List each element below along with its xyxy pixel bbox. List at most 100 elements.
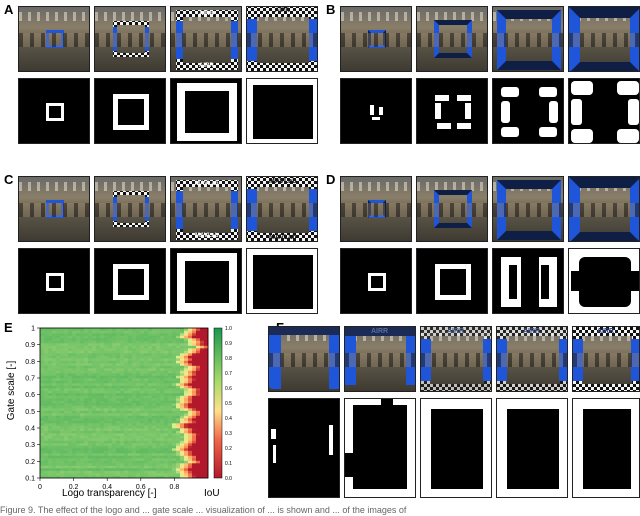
- heatmap-cell: [108, 330, 113, 334]
- heatmap-cell: [172, 445, 177, 449]
- heatmap-cell: [84, 470, 89, 474]
- heatmap-cell: [204, 340, 209, 344]
- heatmap-cell: [144, 445, 149, 449]
- heatmap-cell: [176, 383, 181, 386]
- heatmap-cell: [48, 420, 53, 424]
- heatmap-cell: [96, 358, 101, 361]
- heatmap-cell: [56, 345, 61, 349]
- heatmap-cell: [68, 413, 73, 416]
- heatmap-cell: [196, 438, 201, 441]
- heatmap-cell: [92, 468, 97, 471]
- heatmap-cell: [132, 413, 137, 416]
- heatmap-cell: [116, 470, 121, 474]
- heatmap-cell: [120, 435, 125, 439]
- heatmap-cell: [96, 378, 101, 381]
- heatmap-cell: [132, 343, 137, 346]
- heatmap-cell: [204, 365, 209, 369]
- heatmap-cell: [128, 368, 133, 371]
- heatmap-cell: [60, 393, 65, 396]
- heatmap-cell: [156, 418, 161, 421]
- heatmap-cell: [72, 365, 77, 369]
- heatmap-cell: [100, 378, 105, 381]
- heatmap-cell: [92, 360, 97, 364]
- heatmap-cell: [48, 455, 53, 459]
- heatmap-cell: [168, 423, 173, 426]
- heatmap-cell: [164, 358, 169, 361]
- heatmap-cell: [172, 433, 177, 436]
- heatmap-cell: [72, 465, 77, 469]
- heatmap-cell: [88, 468, 93, 471]
- gate-overlay: [569, 177, 639, 241]
- heatmap-cell: [92, 403, 97, 406]
- heatmap-cell: [180, 440, 185, 444]
- heatmap-cell: [68, 410, 73, 414]
- heatmap-cell: [196, 358, 201, 361]
- heatmap-cell: [160, 390, 165, 394]
- heatmap-cell: [168, 355, 173, 359]
- heatmap-cell: [84, 455, 89, 459]
- heatmap-cell: [56, 473, 61, 476]
- heatmap-cell: [160, 395, 165, 399]
- heatmap-cell: [168, 420, 173, 424]
- heatmap-cell: [68, 445, 73, 449]
- heatmap-cell: [80, 430, 85, 434]
- heatmap-cell: [168, 380, 173, 384]
- heatmap-cell: [76, 330, 81, 334]
- gate-overlay: [46, 30, 64, 48]
- heatmap-cell: [104, 368, 109, 371]
- heatmap-cell: [148, 380, 153, 384]
- heatmap-cell: [40, 445, 45, 449]
- heatmap-cell: [196, 340, 201, 344]
- heatmap-cell: [144, 375, 149, 379]
- heatmap-cell: [168, 348, 173, 351]
- heatmap-cell: [176, 388, 181, 391]
- heatmap-cell: [88, 373, 93, 376]
- heatmap-cell: [156, 365, 161, 369]
- heatmap-cell: [96, 445, 101, 449]
- heatmap-cell: [52, 363, 57, 366]
- heatmap-cell: [136, 438, 141, 441]
- heatmap-cell: [156, 350, 161, 354]
- heatmap-cell: [84, 445, 89, 449]
- heatmap-cell: [88, 370, 93, 374]
- heatmap-cell: [160, 433, 165, 436]
- heatmap-cell: [76, 433, 81, 436]
- heatmap-cell: [124, 410, 129, 414]
- heatmap-cell: [60, 450, 65, 454]
- heatmap-cell: [176, 405, 181, 409]
- heatmap-cell: [136, 388, 141, 391]
- heatmap-cell: [52, 445, 57, 449]
- heatmap-cell: [132, 375, 137, 379]
- heatmap-cell: [124, 343, 129, 346]
- heatmap-cell: [112, 408, 117, 411]
- heatmap-cell: [68, 330, 73, 334]
- heatmap-cell: [100, 425, 105, 429]
- heatmap-cell: [72, 358, 77, 361]
- heatmap-cell: [108, 345, 113, 349]
- heatmap-cell: [116, 425, 121, 429]
- heatmap-cell: [184, 473, 189, 476]
- heatmap-cell: [96, 475, 101, 479]
- heatmap-cell: [68, 475, 73, 479]
- heatmap-cell: [200, 468, 205, 471]
- heatmap-cell: [84, 338, 89, 341]
- heatmap-cell: [76, 395, 81, 399]
- heatmap-cell: [144, 338, 149, 341]
- heatmap-cell: [100, 415, 105, 419]
- heatmap-cell: [44, 343, 49, 346]
- heatmap-cell: [72, 440, 77, 444]
- heatmap-cell: [188, 400, 193, 404]
- heatmap-cell: [96, 343, 101, 346]
- heatmap-cell: [76, 358, 81, 361]
- heatmap-cell: [204, 348, 209, 351]
- heatmap-cell: [196, 420, 201, 424]
- heatmap-cell: [180, 345, 185, 349]
- heatmap-cell: [204, 435, 209, 439]
- heatmap-cell: [132, 453, 137, 456]
- heatmap-cell: [152, 330, 157, 334]
- heatmap-cell: [84, 363, 89, 366]
- heatmap-cell: [204, 453, 209, 456]
- heatmap-cell: [64, 430, 69, 434]
- heatmap-cell: [152, 338, 157, 341]
- heatmap-cell: [148, 398, 153, 401]
